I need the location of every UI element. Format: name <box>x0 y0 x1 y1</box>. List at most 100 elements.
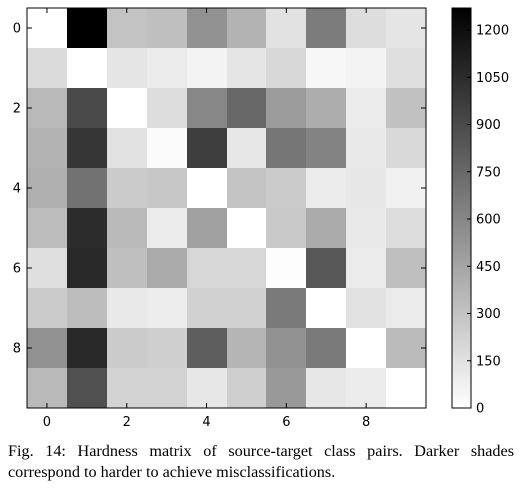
y-tick-label: 8 <box>13 342 21 357</box>
heatmap-cell-1-5 <box>227 48 266 88</box>
heatmap-cell-8-6 <box>266 328 306 368</box>
heatmap-cell-1-3 <box>147 48 187 88</box>
heatmap-cell-2-9 <box>386 88 426 128</box>
heatmap-cell-3-2 <box>107 128 147 168</box>
heatmap-cell-2-8 <box>346 88 386 128</box>
heatmap-cell-1-1 <box>67 48 107 88</box>
heatmap-cell-0-0 <box>27 8 67 48</box>
heatmap-cell-6-8 <box>346 248 386 288</box>
heatmap-cell-6-3 <box>147 248 187 288</box>
heatmap-cell-2-4 <box>187 88 227 128</box>
heatmap-cell-5-7 <box>306 208 346 248</box>
x-tick-label: 8 <box>362 415 370 430</box>
heatmap-cell-4-2 <box>107 168 147 208</box>
heatmap-cell-4-5 <box>227 168 266 208</box>
heatmap-cell-3-3 <box>147 128 187 168</box>
heatmap-cell-7-5 <box>227 288 266 328</box>
colorbar-tick-label: 900 <box>476 118 501 133</box>
y-tick-label: 2 <box>13 102 21 117</box>
heatmap-cell-0-9 <box>386 8 426 48</box>
colorbar-tick-label: 150 <box>476 354 501 369</box>
heatmap-cell-1-2 <box>107 48 147 88</box>
heatmap-cell-5-4 <box>187 208 227 248</box>
y-tick-label: 6 <box>13 262 21 277</box>
axis-labels: 0 2 4 6 8 0 2 4 6 8 <box>13 22 371 431</box>
x-tick-label: 2 <box>123 415 131 430</box>
x-tick-label: 6 <box>282 415 290 430</box>
heatmap-cell-0-2 <box>107 8 147 48</box>
heatmap-cell-6-9 <box>386 248 426 288</box>
y-tick-label: 0 <box>13 22 21 37</box>
heatmap-cell-3-1 <box>67 128 107 168</box>
heatmap-cell-8-3 <box>147 328 187 368</box>
heatmap-cell-2-7 <box>306 88 346 128</box>
heatmap-cell-1-8 <box>346 48 386 88</box>
heatmap-cell-9-0 <box>27 368 67 408</box>
heatmap-cell-4-6 <box>266 168 306 208</box>
heatmap-cell-1-6 <box>266 48 306 88</box>
heatmap-cell-4-0 <box>27 168 67 208</box>
colorbar-tick-label: 300 <box>476 307 501 322</box>
heatmap-cell-0-8 <box>346 8 386 48</box>
heatmap-cell-0-1 <box>67 8 107 48</box>
heatmap-cell-1-7 <box>306 48 346 88</box>
heatmap-cell-8-5 <box>227 328 266 368</box>
heatmap-cell-0-6 <box>266 8 306 48</box>
heatmap-cell-7-0 <box>27 288 67 328</box>
heatmap-cell-7-8 <box>346 288 386 328</box>
heatmap-cell-8-1 <box>67 328 107 368</box>
colorbar-labels: 0 150 300 450 600 750 900 1050 1200 <box>476 24 509 417</box>
heatmap-cell-5-1 <box>67 208 107 248</box>
heatmap-cell-6-7 <box>306 248 346 288</box>
colorbar-tick-label: 450 <box>476 260 501 275</box>
heatmap-cell-8-7 <box>306 328 346 368</box>
heatmap-cell-2-6 <box>266 88 306 128</box>
heatmap-cell-0-4 <box>187 8 227 48</box>
colorbar-tick-label: 1050 <box>476 71 509 86</box>
heatmap-cell-2-3 <box>147 88 187 128</box>
heatmap-cell-9-7 <box>306 368 346 408</box>
heatmap-cell-3-5 <box>227 128 266 168</box>
heatmap-cell-7-6 <box>266 288 306 328</box>
heatmap-cell-2-5 <box>227 88 266 128</box>
colorbar-tick-label: 600 <box>476 213 501 228</box>
y-tick-label: 4 <box>13 182 21 197</box>
heatmap-cell-6-4 <box>187 248 227 288</box>
heatmap-frame <box>26 7 427 409</box>
heatmap-cell-3-4 <box>187 128 227 168</box>
heatmap-cell-4-3 <box>147 168 187 208</box>
heatmap-cell-2-2 <box>107 88 147 128</box>
heatmap-cell-9-5 <box>227 368 266 408</box>
heatmap-cell-9-4 <box>187 368 227 408</box>
heatmap-cell-5-9 <box>386 208 426 248</box>
heatmap-cell-9-6 <box>266 368 306 408</box>
heatmap-cell-9-3 <box>147 368 187 408</box>
heatmap-cell-1-9 <box>386 48 426 88</box>
heatmap-cell-6-5 <box>227 248 266 288</box>
heatmap-cell-4-1 <box>67 168 107 208</box>
axis-ticks <box>27 8 426 408</box>
heatmap-cell-4-7 <box>306 168 346 208</box>
heatmap-cell-7-1 <box>67 288 107 328</box>
x-tick-label: 4 <box>202 415 210 430</box>
heatmap-cell-8-0 <box>27 328 67 368</box>
heatmap-cell-0-3 <box>147 8 187 48</box>
heatmap-cell-5-6 <box>266 208 306 248</box>
heatmap-cell-4-8 <box>346 168 386 208</box>
heatmap-cell-7-3 <box>147 288 187 328</box>
heatmap-cell-9-8 <box>346 368 386 408</box>
heatmap-cell-9-1 <box>67 368 107 408</box>
heatmap-cell-5-0 <box>27 208 67 248</box>
heatmap-cell-6-1 <box>67 248 107 288</box>
figure-caption: Fig. 14: Hardness matrix of source-targe… <box>8 442 514 481</box>
heatmap-cell-9-9 <box>386 368 426 408</box>
colorbar-tick-label: 0 <box>476 402 484 417</box>
heatmap-cells <box>27 8 426 408</box>
heatmap-cell-4-4 <box>187 168 227 208</box>
heatmap-cell-8-8 <box>346 328 386 368</box>
heatmap-cell-2-0 <box>27 88 67 128</box>
heatmap-cell-5-5 <box>227 208 266 248</box>
heatmap-cell-8-2 <box>107 328 147 368</box>
colorbar-tick-label: 750 <box>476 165 501 180</box>
heatmap-cell-6-6 <box>266 248 306 288</box>
